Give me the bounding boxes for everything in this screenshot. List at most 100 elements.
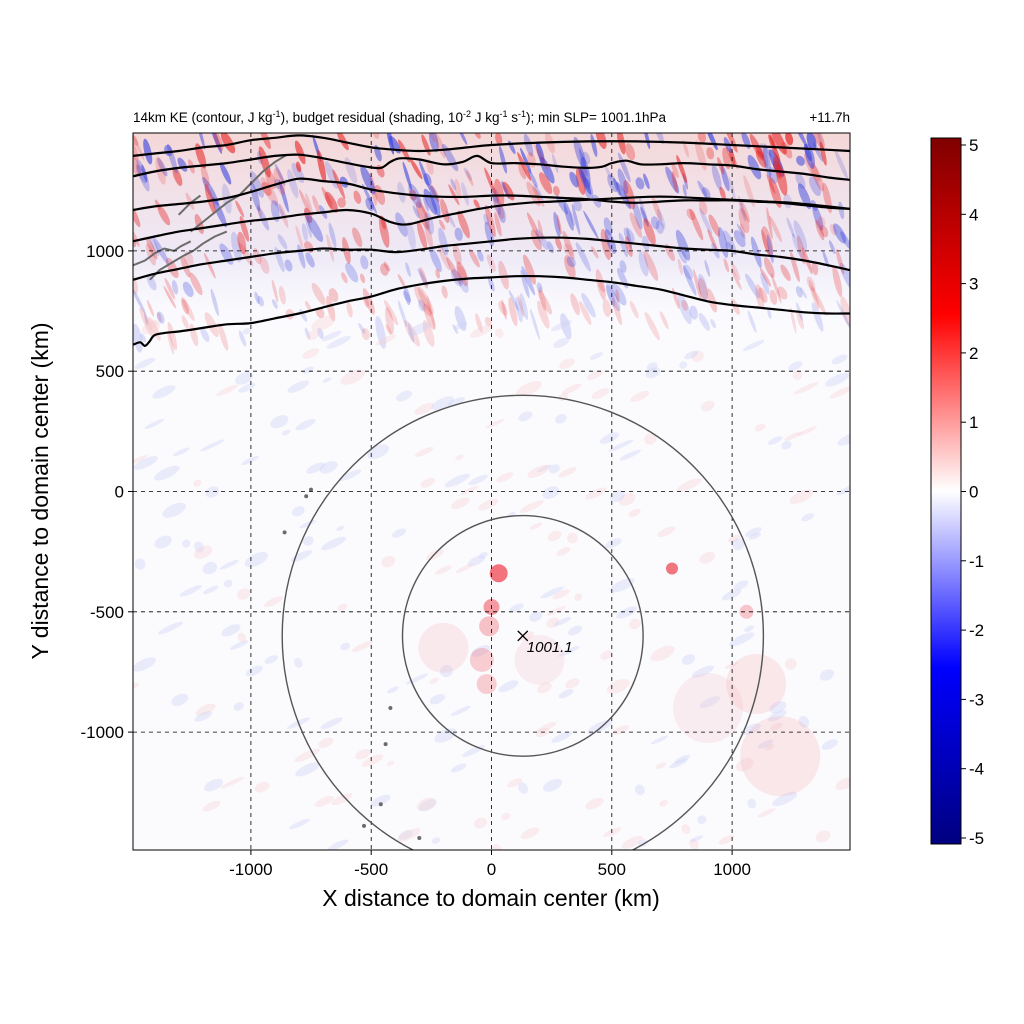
shading-streak [167, 330, 175, 355]
shading-patch [294, 748, 320, 763]
shading-streak [556, 214, 562, 235]
shading-streak [575, 166, 586, 195]
shading-streak [697, 180, 708, 197]
shading-streak [677, 258, 683, 275]
shading-patch [398, 829, 413, 840]
shading-streak [755, 150, 767, 168]
shading-streak [133, 323, 143, 353]
shading-patch [194, 541, 205, 553]
shading-patch [757, 808, 776, 818]
shading-streak [707, 229, 718, 252]
shading-streak [617, 168, 629, 195]
shading-streak [133, 226, 140, 247]
shading-patch [565, 678, 580, 689]
shading-streak [373, 133, 380, 139]
shading-patch [321, 330, 342, 342]
shading-streak [423, 303, 436, 331]
shading-streak [203, 252, 216, 279]
shading-patch [732, 538, 745, 551]
shading-streak [739, 199, 750, 223]
shading-streak [210, 288, 219, 317]
shading-streak [484, 316, 492, 327]
shading-patch [302, 348, 320, 359]
shading-streak [144, 312, 149, 326]
shading-streak [452, 324, 459, 335]
shading-patch [551, 731, 573, 743]
shading-streak [517, 294, 525, 318]
island-dot [282, 530, 287, 535]
shading-streak [808, 280, 820, 310]
shading-streak [795, 286, 803, 298]
storm-center: 1001.1 [517, 630, 573, 656]
shading-patch [609, 490, 626, 503]
shading-streak [494, 178, 505, 207]
shading-streak [448, 184, 460, 206]
shading-streak [461, 182, 470, 206]
shading-patch [764, 744, 775, 751]
shading-streak [768, 177, 782, 208]
shading-patch [519, 500, 544, 513]
shading-feature [726, 654, 787, 714]
shading-patch [728, 534, 741, 543]
shading-streak [704, 260, 711, 277]
shading-patch [429, 677, 439, 684]
shading-patch [772, 791, 798, 807]
shading-streak [693, 269, 702, 301]
shading-streak [493, 196, 505, 220]
y-tick-label: 0 [115, 483, 124, 502]
shading-patch [646, 362, 658, 371]
shading-streak [834, 149, 849, 180]
shading-patch [520, 827, 540, 839]
shading-patch [724, 661, 739, 670]
shading-streak [157, 312, 162, 322]
shading-streak [812, 133, 825, 149]
shading-patch [669, 758, 688, 769]
shading-patch [536, 464, 552, 473]
shading-streak [195, 143, 207, 169]
shading-streak [595, 133, 607, 149]
shading-streak [570, 293, 580, 316]
shading-streak [790, 307, 797, 334]
range-rings [281, 394, 765, 850]
shading-streak [613, 177, 621, 196]
shading-streak [725, 241, 733, 252]
shading-patch [447, 397, 465, 407]
shading-patch [749, 532, 761, 540]
shading-patch [586, 370, 604, 380]
island-dot [378, 802, 383, 807]
shading-streak [769, 134, 777, 150]
shading-streak [569, 171, 579, 188]
shading-streak [429, 185, 441, 217]
shading-patch [657, 526, 676, 538]
shading-streak [815, 219, 825, 241]
shading-streak [133, 133, 145, 161]
shading-streak [295, 225, 304, 250]
shading-streak [829, 224, 837, 236]
colorbar-tick-label: -4 [969, 760, 984, 779]
shading-streak [358, 323, 366, 334]
shading-patch [605, 538, 622, 549]
shading-patch [299, 519, 316, 529]
shading-streak [730, 261, 741, 281]
shading-patch [552, 589, 570, 600]
shading-streak [677, 293, 692, 325]
shading-streak [537, 219, 544, 241]
shading-patch [331, 793, 353, 806]
shading-streak [397, 182, 406, 203]
shading-patch [327, 839, 349, 850]
y-tick-label: -1000 [81, 723, 124, 742]
shading-streak [418, 299, 426, 312]
shading-streak [182, 281, 194, 298]
shading-streak [200, 327, 210, 343]
shading-patch [473, 817, 488, 829]
shading-streak [164, 277, 176, 300]
shading-streak [362, 288, 375, 315]
shading-patch [767, 436, 783, 445]
shading-streak [770, 272, 782, 304]
shading-patch [744, 625, 755, 633]
shading-streak [346, 301, 353, 318]
storm-center-marker [517, 630, 529, 642]
shading-patch [634, 784, 645, 796]
shading-streak [202, 176, 219, 206]
shading-streak [450, 269, 463, 287]
